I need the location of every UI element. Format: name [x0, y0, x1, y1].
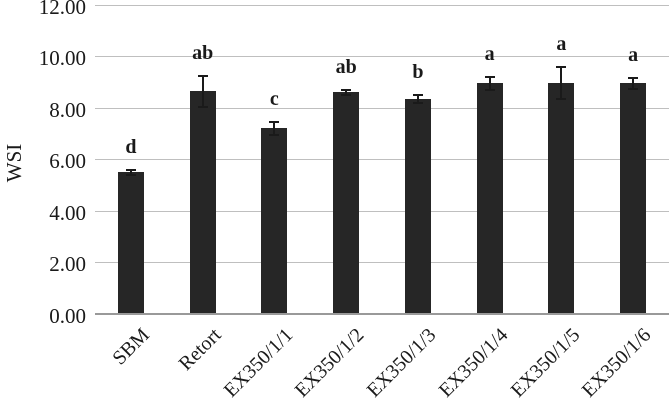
- x-tick-label: EX350/1/6: [578, 324, 656, 402]
- error-bar-cap: [269, 120, 280, 123]
- error-bar-cap: [556, 66, 567, 69]
- gridline: [95, 107, 669, 109]
- error-bar-cap: [484, 75, 495, 78]
- gridline: [95, 5, 669, 6]
- y-tick-label: 8.00: [49, 97, 86, 122]
- y-tick-label: 10.00: [38, 46, 86, 71]
- error-bar: [345, 89, 348, 95]
- error-bar-cap: [341, 93, 352, 96]
- significance-letter: ab: [335, 55, 357, 78]
- error-bar-cap: [628, 76, 639, 79]
- significance-letter: a: [628, 43, 639, 66]
- bar: [261, 128, 288, 314]
- x-tick-label: SBM: [107, 324, 154, 370]
- x-tick-label: EX350/1/1: [219, 324, 297, 402]
- significance-letter: ab: [192, 41, 214, 64]
- significance-letter: a: [484, 42, 495, 65]
- gridline: [95, 262, 669, 264]
- error-bar-cap: [197, 105, 208, 108]
- x-tick-label: EX350/1/4: [434, 324, 513, 402]
- x-tick-label: EX350/1/2: [291, 324, 369, 402]
- error-bar: [129, 169, 132, 175]
- gridline: [95, 210, 669, 212]
- error-bar-cap: [269, 133, 280, 136]
- error-bar-cap: [484, 88, 495, 91]
- error-bar-cap: [412, 101, 423, 104]
- bar: [117, 172, 144, 314]
- y-tick-label: 6.00: [49, 149, 86, 174]
- x-axis-line: [95, 312, 669, 315]
- x-tick-label: EX350/1/3: [362, 324, 441, 402]
- error-bar-cap: [125, 168, 136, 171]
- significance-letter: b: [412, 60, 424, 83]
- error-bar: [416, 94, 419, 103]
- x-tick-label: Retort: [174, 324, 226, 375]
- bar: [620, 83, 647, 314]
- error-bar: [488, 76, 491, 90]
- x-tick-label: EX350/1/5: [506, 324, 584, 402]
- error-bar: [273, 121, 276, 135]
- gridline: [95, 56, 669, 58]
- error-bar-cap: [556, 98, 567, 101]
- y-tick-label: 4.00: [49, 200, 86, 225]
- error-bar-cap: [628, 88, 639, 91]
- error-bar-cap: [341, 88, 352, 91]
- bar: [404, 98, 431, 314]
- y-tick-label: 2.00: [49, 252, 86, 277]
- gridline: [95, 159, 669, 161]
- error-bar-cap: [125, 173, 136, 176]
- error-bar-cap: [412, 93, 423, 96]
- bar: [476, 83, 503, 314]
- significance-letter: a: [556, 33, 567, 56]
- significance-letter: d: [125, 135, 137, 158]
- bar: [189, 91, 216, 314]
- error-bar: [632, 77, 635, 90]
- error-bar-cap: [197, 74, 208, 77]
- bar: [548, 83, 575, 314]
- y-tick-label: 12.00: [38, 0, 86, 20]
- error-bar: [201, 75, 204, 107]
- y-tick-label: 0.00: [49, 303, 86, 328]
- significance-letter: c: [269, 87, 279, 110]
- bar: [333, 92, 360, 314]
- error-bar: [560, 67, 563, 100]
